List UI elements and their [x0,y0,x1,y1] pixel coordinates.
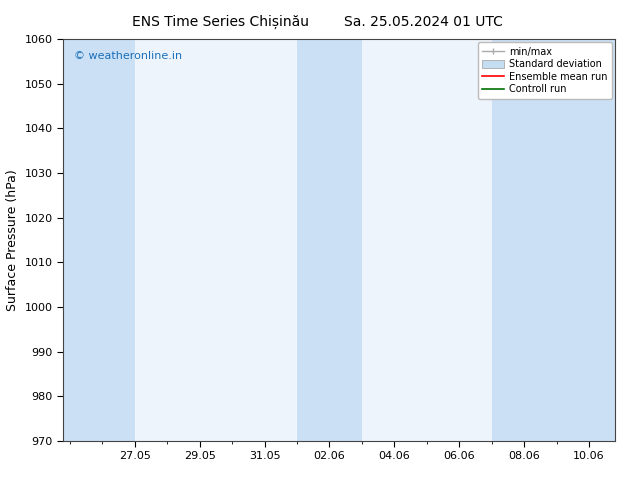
Text: ENS Time Series Chișinău        Sa. 25.05.2024 01 UTC: ENS Time Series Chișinău Sa. 25.05.2024 … [132,15,502,29]
Legend: min/max, Standard deviation, Ensemble mean run, Controll run: min/max, Standard deviation, Ensemble me… [477,42,612,99]
Bar [297,39,362,441]
Text: © weatheronline.in: © weatheronline.in [74,51,183,61]
Bar [63,39,135,441]
Bar [492,39,615,441]
Y-axis label: Surface Pressure (hPa): Surface Pressure (hPa) [6,169,19,311]
